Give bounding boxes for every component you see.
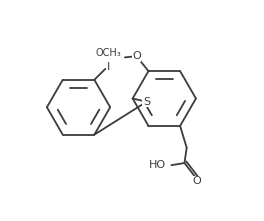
Text: O: O xyxy=(132,51,141,61)
Text: O: O xyxy=(192,176,201,186)
Text: OCH₃: OCH₃ xyxy=(96,48,121,58)
Text: HO: HO xyxy=(149,160,166,170)
Text: S: S xyxy=(143,97,150,107)
Text: I: I xyxy=(107,62,111,72)
